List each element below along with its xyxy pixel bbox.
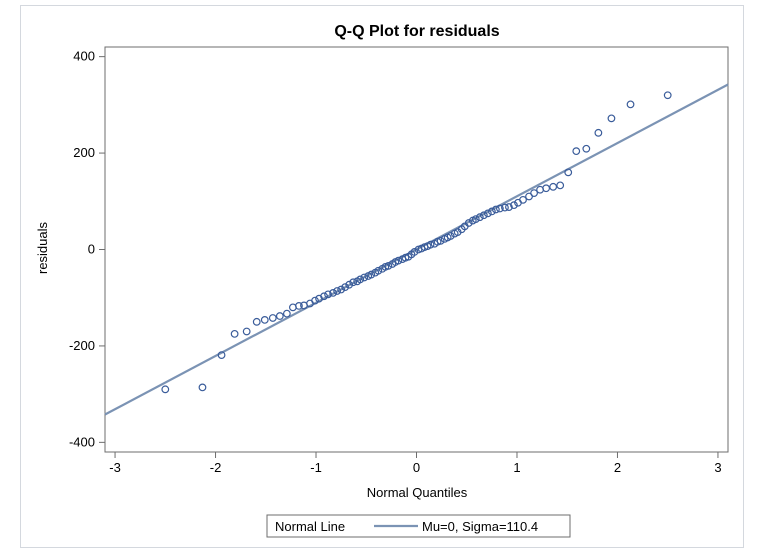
y-tick-label: -200 xyxy=(69,338,95,353)
data-point xyxy=(230,329,239,338)
data-point xyxy=(242,327,251,336)
data-point xyxy=(475,213,484,222)
data-point xyxy=(260,315,269,324)
data-points xyxy=(161,91,672,394)
x-tick-label: -3 xyxy=(109,460,121,475)
data-point xyxy=(349,278,358,287)
data-point xyxy=(446,232,455,240)
data-point xyxy=(549,182,558,191)
data-point xyxy=(607,114,616,123)
data-point xyxy=(275,312,284,320)
data-point xyxy=(268,314,277,322)
x-axis-label: Normal Quantiles xyxy=(367,485,468,500)
data-point xyxy=(282,309,291,318)
y-tick-label: -400 xyxy=(69,434,95,449)
y-tick-label: 200 xyxy=(73,145,95,160)
data-point xyxy=(510,201,518,210)
data-point xyxy=(505,203,513,211)
data-point xyxy=(491,205,500,214)
data-point xyxy=(410,248,419,256)
data-point xyxy=(345,280,354,289)
x-tick-label: 2 xyxy=(614,460,621,475)
legend-title: Normal Line xyxy=(275,519,345,534)
data-point xyxy=(426,240,435,249)
data-point xyxy=(487,207,496,216)
legend-entry-label: Mu=0, Sigma=110.4 xyxy=(422,519,538,534)
data-point xyxy=(374,266,383,275)
data-point xyxy=(198,383,207,392)
data-point xyxy=(483,209,492,218)
data-point xyxy=(394,256,403,265)
y-axis-label: residuals xyxy=(35,221,50,274)
data-point xyxy=(360,273,369,282)
data-point xyxy=(252,317,261,326)
data-point xyxy=(501,203,509,212)
y-tick-label: 400 xyxy=(73,49,95,64)
data-point xyxy=(436,236,445,245)
data-point xyxy=(333,287,342,295)
data-point xyxy=(479,211,488,220)
data-point xyxy=(329,288,337,297)
data-point xyxy=(217,351,226,359)
x-axis: -3 -2 -1 0 1 2 3 xyxy=(109,452,722,475)
data-point xyxy=(496,204,504,213)
legend: Normal Line Mu=0, Sigma=110.4 xyxy=(266,514,571,538)
y-tick-label: 0 xyxy=(88,242,95,257)
data-point xyxy=(582,144,591,153)
x-tick-label: 3 xyxy=(714,460,721,475)
chart-title: Q-Q Plot for residuals xyxy=(334,23,499,40)
x-tick-label: -2 xyxy=(210,460,222,475)
data-point xyxy=(519,195,527,204)
data-point xyxy=(572,147,581,156)
data-point xyxy=(384,261,393,270)
data-point xyxy=(295,302,303,310)
data-point xyxy=(663,91,672,100)
data-point xyxy=(464,219,473,227)
data-point xyxy=(564,168,573,177)
x-tick-label: 0 xyxy=(413,460,420,475)
data-point xyxy=(556,181,565,190)
data-point xyxy=(337,285,346,294)
data-point xyxy=(320,292,328,301)
data-point xyxy=(161,385,170,394)
data-point xyxy=(626,100,635,109)
legend-box xyxy=(266,514,571,538)
data-point xyxy=(324,290,332,299)
data-point xyxy=(311,296,319,305)
data-point xyxy=(356,275,365,284)
data-point xyxy=(542,184,551,193)
x-tick-label: -1 xyxy=(310,460,322,475)
data-point xyxy=(530,189,538,197)
data-point xyxy=(471,215,480,224)
y-axis: -400 -200 0 200 400 xyxy=(69,49,105,449)
data-point xyxy=(367,270,376,279)
data-point xyxy=(594,128,603,137)
data-point xyxy=(341,283,350,292)
x-tick-label: 1 xyxy=(513,460,520,475)
